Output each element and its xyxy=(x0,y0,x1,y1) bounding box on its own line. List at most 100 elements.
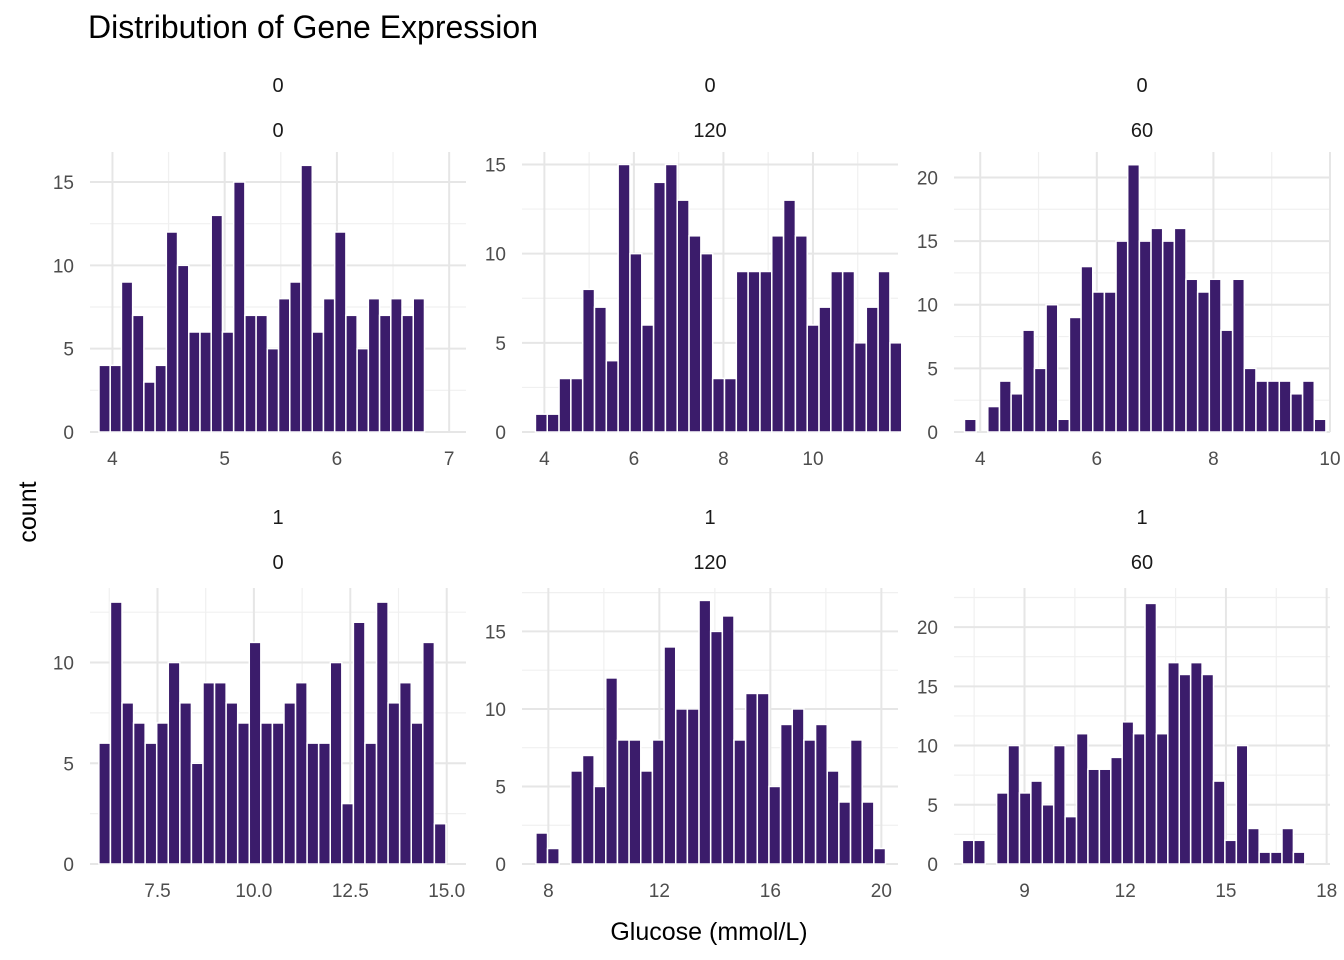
facet-panel: 0 0 4 5 6 7 0 5 10 15 xyxy=(53,75,466,470)
strip-label-top: 0 xyxy=(704,75,715,97)
histogram-bar xyxy=(1068,316,1082,433)
histogram-bar xyxy=(1161,240,1176,433)
y-tick-label: 0 xyxy=(927,423,938,444)
histogram-bar xyxy=(861,801,875,865)
histogram-bar xyxy=(398,681,412,865)
histogram-bar xyxy=(232,181,246,433)
y-tick-label: 10 xyxy=(53,654,74,675)
y-tick-label: 15 xyxy=(53,173,74,194)
histogram-bar xyxy=(401,314,414,433)
histogram-bar xyxy=(1212,780,1226,865)
x-tick-label: 7 xyxy=(444,449,455,470)
strip-label-top: 0 xyxy=(272,75,283,97)
histogram-bar xyxy=(534,413,548,433)
histogram-bar xyxy=(849,739,863,865)
y-axis-title: count xyxy=(14,481,42,542)
histogram-bar xyxy=(364,742,378,865)
histogram-bar xyxy=(629,252,643,433)
histogram-bar xyxy=(826,770,840,865)
x-tick-label: 16 xyxy=(760,881,781,902)
histogram-bar xyxy=(605,359,619,433)
y-tick-label: 5 xyxy=(927,359,938,380)
x-tick-label: 5 xyxy=(219,449,230,470)
histogram-bar xyxy=(1052,744,1066,865)
x-tick-label: 4 xyxy=(539,449,550,470)
histogram-bar xyxy=(963,418,977,433)
histogram-bar xyxy=(768,785,782,865)
histogram-bar xyxy=(1155,732,1169,865)
histogram-bar xyxy=(1290,393,1304,433)
histogram-bar xyxy=(711,377,726,433)
y-tick-label: 10 xyxy=(485,700,506,721)
histogram-bar xyxy=(375,601,389,865)
x-tick-label: 8 xyxy=(543,881,554,902)
facet-panel: 1 60 9 12 15 18 0 5 10 15 20 xyxy=(917,507,1337,902)
strip-label-bottom: 60 xyxy=(1131,120,1153,142)
histogram-bar xyxy=(581,288,596,433)
histogram-bar xyxy=(838,801,852,865)
histogram-bar xyxy=(1301,380,1316,433)
x-tick-label: 8 xyxy=(718,449,729,470)
histogram-bar xyxy=(995,792,1009,865)
histogram-bar xyxy=(390,297,403,433)
histogram-bar xyxy=(1292,851,1306,865)
histogram-bar xyxy=(179,702,193,865)
histogram-bar xyxy=(1144,602,1158,865)
x-tick-label: 8 xyxy=(1208,449,1219,470)
histogram-bar xyxy=(1220,329,1234,433)
histogram-bar xyxy=(283,702,297,865)
histogram-bar xyxy=(367,297,381,433)
histogram-bar xyxy=(535,832,549,865)
strip-label-top: 0 xyxy=(1136,75,1147,97)
y-tick-label: 5 xyxy=(927,796,938,817)
x-tick-label: 9 xyxy=(1019,881,1030,902)
strip-label-top: 1 xyxy=(704,507,715,529)
histogram-bar xyxy=(131,314,145,433)
histogram-bar xyxy=(266,347,280,433)
histogram-bar xyxy=(1313,418,1327,433)
histogram-bar xyxy=(664,163,678,433)
histogram-bar xyxy=(865,306,879,433)
x-tick-label: 7.5 xyxy=(144,881,170,902)
chart-title: Distribution of Gene Expression xyxy=(88,9,538,45)
x-tick-label: 6 xyxy=(1092,449,1103,470)
histogram-bar xyxy=(1138,240,1152,433)
histogram-bar xyxy=(387,702,401,865)
histogram-bar xyxy=(688,235,702,433)
histogram-bar xyxy=(300,164,313,433)
histogram-bar xyxy=(735,270,749,433)
histogram-bar xyxy=(791,708,805,865)
histogram-bar xyxy=(1126,163,1141,433)
y-tick-label: 15 xyxy=(917,677,938,698)
histogram-bar xyxy=(546,413,560,433)
y-tick-label: 15 xyxy=(917,232,938,253)
histogram-bar xyxy=(306,742,320,865)
histogram-bar xyxy=(1196,291,1211,433)
histogram-bar xyxy=(277,297,291,433)
histogram-bar xyxy=(709,630,724,865)
histogram-bar xyxy=(733,739,747,865)
histogram-bar xyxy=(1007,744,1021,865)
x-tick-label: 12 xyxy=(1115,881,1136,902)
histogram-bar xyxy=(1255,380,1269,433)
histogram-bar xyxy=(1235,744,1249,865)
x-tick-label: 15.0 xyxy=(428,881,465,902)
x-tick-label: 6 xyxy=(332,449,343,470)
histogram-bar xyxy=(782,199,797,433)
histogram-bar xyxy=(651,739,665,865)
histogram-bar xyxy=(1087,768,1101,865)
histogram-bar xyxy=(213,681,227,865)
histogram-bar xyxy=(1201,673,1215,865)
histogram-bar xyxy=(1243,367,1257,433)
histogram-bar xyxy=(873,847,887,865)
histogram-bar xyxy=(1022,329,1036,433)
x-tick-label: 6 xyxy=(629,449,640,470)
histogram-bar xyxy=(640,770,654,865)
histogram-bar xyxy=(154,364,168,433)
histogram-bar xyxy=(248,641,262,865)
x-tick-label: 10.0 xyxy=(235,881,272,902)
histogram-bar xyxy=(1121,721,1135,865)
histogram-bar xyxy=(236,722,251,865)
histogram-bar xyxy=(120,281,134,433)
